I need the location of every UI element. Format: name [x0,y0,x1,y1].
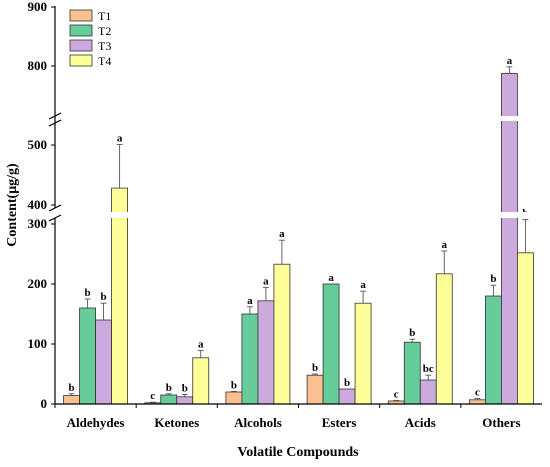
x-tick-label-esters: Esters [322,415,357,430]
sig-letter-aldehydes-t3: b [101,291,107,303]
y-axis-title: Content(μg/g) [5,163,20,247]
y-tick-label-100: 100 [28,336,48,351]
y-tick-label-900: 900 [28,0,48,14]
sig-letter-esters-t1: b [312,362,318,374]
y-tick-label-800: 800 [28,58,48,73]
sig-letter-aldehydes-t2: b [85,287,91,299]
sig-letter-others-t2: b [490,273,496,285]
bar-acids-t4 [435,273,453,405]
x-tick-label-acids: Acids [405,415,436,430]
axis-break-gap-2 [56,116,543,121]
bar-others-t2 [485,295,502,405]
bar-ketones-t4 [192,357,210,405]
bar-esters-t3 [338,388,356,405]
sig-letter-esters-t2: a [328,272,334,284]
sig-letter-esters-t4: a [360,279,366,291]
sig-letter-ketones-t4: a [198,339,204,351]
sig-letter-acids-t2: b [409,327,415,339]
legend-swatch-t4 [69,54,93,67]
bar-aldehydes-t2 [79,307,96,405]
bar-others-t3 [501,73,518,405]
bar-ketones-t3 [176,396,194,405]
sig-letter-aldehydes-t4: a [117,132,123,144]
bar-ketones-t2 [160,394,178,405]
bar-esters-t2 [322,283,340,405]
legend-label-t4: T4 [98,54,111,68]
bar-others-t1 [469,399,486,405]
sig-letter-others-t1: c [475,387,480,399]
bar-alcohols-t4 [273,263,291,405]
bar-acids-t3 [419,379,437,405]
legend-label-t1: T1 [98,9,111,23]
bar-alcohols-t1 [225,391,243,405]
bar-alcohols-t3 [257,300,275,405]
y-tick-label-400: 400 [28,197,48,212]
bar-esters-t4 [354,302,372,405]
bar-aldehydes-t4 [111,187,128,405]
sig-letter-alcohols-t1: b [231,379,237,391]
legend-swatch-t3 [69,39,93,52]
bar-others-t4 [517,252,534,405]
y-break-mark-c [48,112,62,120]
bar-aldehydes-t3 [95,319,112,405]
y-tick-label-200: 200 [28,276,48,291]
sig-letter-acids-t4: a [442,239,448,251]
y-tick-label-300: 300 [28,216,48,231]
legend-swatch-t2 [69,24,93,37]
sig-letter-aldehydes-t1: b [69,382,75,394]
sig-letter-ketones-t2: b [166,382,172,394]
sig-letter-acids-t3: bc [423,363,434,375]
axis-break-gap-1 [56,212,543,218]
y-break-mark-a [48,204,62,212]
y-tick-label-500: 500 [28,137,48,152]
legend-label-t2: T2 [98,24,111,38]
sig-letter-alcohols-t3: a [263,276,269,288]
x-tick-label-alcohols: Alcohols [234,415,282,430]
sig-letter-others-t3: a [507,55,513,67]
sig-letter-alcohols-t2: a [247,295,253,307]
x-axis-title: Volatile Compounds [237,445,359,460]
legend-swatch-t1 [69,9,93,22]
x-tick-label-others: Others [482,415,520,430]
y-break-mark-b [48,214,62,222]
plot-layer: bbbacbbabaaababacbbcacbab [56,55,543,405]
x-tick-label-ketones: Ketones [154,415,199,430]
sig-letter-ketones-t1: c [150,390,155,402]
sig-letter-acids-t1: c [394,388,399,400]
bar-acids-t2 [403,341,421,405]
sig-letter-alcohols-t4: a [279,228,285,240]
legend-label-t3: T3 [98,39,111,53]
bar-alcohols-t2 [241,313,259,405]
bar-esters-t1 [306,374,324,405]
x-tick-label-aldehydes: Aldehydes [67,415,125,430]
y-break-mark-d [48,119,62,127]
y-tick-label-0: 0 [41,396,48,411]
sig-letter-esters-t3: b [344,377,350,389]
axis-layer: 0 100 200 300 400 500 800 900 Aldehydes Ketones Al… [28,0,542,430]
bar-aldehydes-t1 [63,395,80,405]
sig-letter-ketones-t3: b [182,382,188,394]
